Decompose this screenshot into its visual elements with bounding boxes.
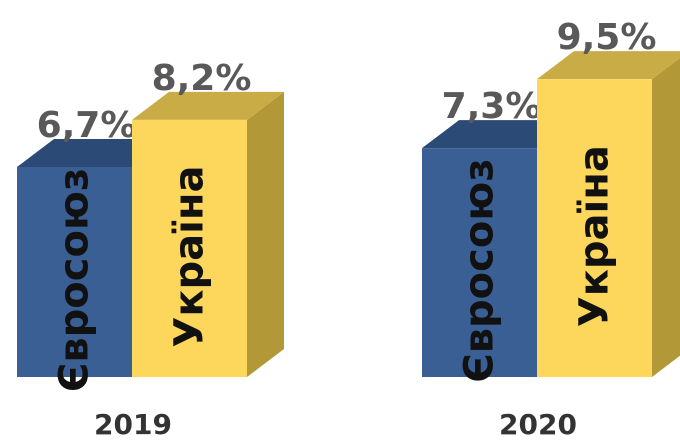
x-tick-label: 2020 (499, 408, 577, 441)
series-name: Євросоюз (457, 159, 503, 383)
bar-top (132, 91, 284, 120)
bar-top (537, 51, 680, 80)
bar-side (652, 57, 680, 377)
bar-side (247, 91, 284, 378)
value-label: 9,5% (557, 17, 657, 58)
value-label: 8,2% (152, 58, 252, 99)
bar-top (17, 138, 169, 167)
series-name: Україна (167, 165, 213, 347)
bar-top (422, 120, 574, 149)
bar (422, 148, 537, 377)
value-label: 6,7% (37, 105, 137, 146)
x-tick-label: 2019 (94, 408, 172, 441)
series-name: Україна (572, 145, 618, 327)
bar (537, 79, 652, 378)
value-label: 7,3% (442, 86, 542, 127)
bar (132, 119, 247, 378)
series-name: Євросоюз (52, 168, 98, 392)
bar (17, 166, 132, 377)
